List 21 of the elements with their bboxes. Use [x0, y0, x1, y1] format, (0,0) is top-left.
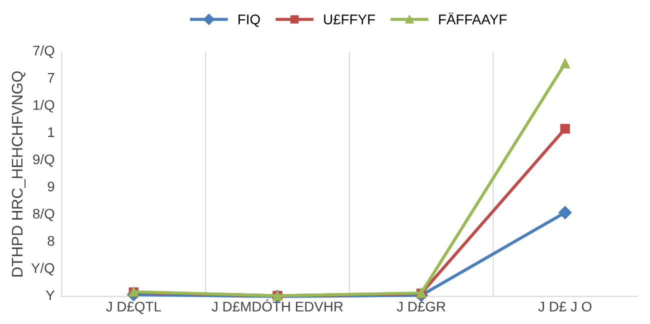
text: Y [46, 290, 55, 300]
text: 8/Q [33, 208, 54, 222]
x-tick-label: J D£QTL [106, 302, 161, 314]
legend-label: FÄFFAAYF [439, 12, 507, 24]
text: 1/Q [34, 100, 54, 112]
y-axis-title: DTHPD HRC_HEHCHFVNGQ [12, 71, 26, 276]
x-tick-label: J D£GR [396, 302, 446, 312]
text: 8 [48, 236, 54, 246]
text: 9 [48, 182, 54, 192]
text: 9/Q [33, 154, 54, 167]
text: 1 [48, 127, 54, 137]
legend-label: FIQ [238, 14, 260, 27]
text: 7 [48, 73, 54, 83]
point [560, 124, 570, 134]
text: Y/Q [31, 262, 54, 276]
x-tick-label: J D£ J O [538, 302, 592, 312]
x-tick-label: J D£MDÓTH EDVHR [212, 299, 343, 312]
point [558, 206, 572, 220]
point [560, 58, 570, 68]
text: 7/Q [33, 45, 54, 58]
legend-label: U£FFYF [324, 14, 375, 24]
